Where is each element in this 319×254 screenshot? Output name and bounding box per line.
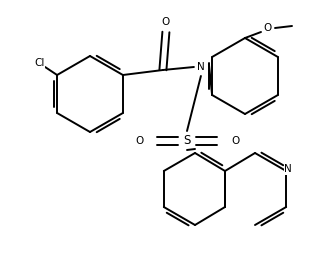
Text: O: O [231, 136, 239, 146]
Text: O: O [162, 17, 170, 27]
Text: O: O [135, 136, 143, 146]
Text: S: S [183, 135, 191, 148]
Text: Cl: Cl [34, 58, 44, 68]
Text: N: N [284, 164, 292, 174]
Text: O: O [263, 23, 271, 33]
Text: N: N [197, 62, 205, 72]
